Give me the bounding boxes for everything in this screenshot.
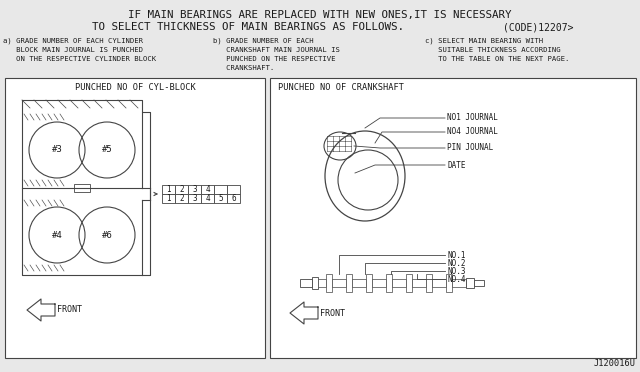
Bar: [201, 194, 214, 203]
Text: NO.3: NO.3: [447, 266, 465, 276]
Text: 2: 2: [179, 194, 184, 203]
Text: 5: 5: [218, 194, 223, 203]
Text: #4: #4: [52, 231, 62, 240]
Bar: [452, 279, 466, 287]
Bar: [392, 279, 406, 287]
Text: #6: #6: [102, 231, 113, 240]
Text: NO.1: NO.1: [447, 250, 465, 260]
Bar: [5, 78, 265, 358]
Bar: [227, 185, 240, 194]
Text: PUNCHED NO OF CYL-BLOCK: PUNCHED NO OF CYL-BLOCK: [75, 83, 195, 92]
Bar: [300, 279, 312, 287]
Bar: [326, 274, 332, 292]
Bar: [214, 194, 227, 203]
Text: (CODE)12207>: (CODE)12207>: [503, 22, 573, 32]
Bar: [162, 185, 175, 194]
Text: 2: 2: [179, 185, 184, 194]
Text: FRONT: FRONT: [57, 305, 82, 314]
Text: IF MAIN BEARINGS ARE REPLACED WITH NEW ONES,IT IS NECESSARY: IF MAIN BEARINGS ARE REPLACED WITH NEW O…: [128, 10, 512, 20]
Text: TO SELECT THICKNESS OF MAIN BEARINGS AS FOLLOWS.: TO SELECT THICKNESS OF MAIN BEARINGS AS …: [92, 22, 404, 32]
Bar: [312, 277, 318, 289]
Text: 4: 4: [205, 194, 210, 203]
Text: #3: #3: [52, 145, 62, 154]
Bar: [366, 274, 372, 292]
Text: 4: 4: [205, 185, 210, 194]
Bar: [426, 274, 432, 292]
Bar: [432, 279, 446, 287]
Bar: [386, 274, 392, 292]
Bar: [162, 194, 175, 203]
Bar: [474, 280, 484, 286]
Text: NO.4: NO.4: [447, 275, 465, 283]
Bar: [372, 279, 386, 287]
Bar: [175, 185, 188, 194]
Text: J120016U: J120016U: [594, 359, 636, 368]
Text: 6: 6: [231, 194, 236, 203]
Bar: [227, 194, 240, 203]
Bar: [175, 194, 188, 203]
Bar: [188, 185, 201, 194]
Text: PUNCHED NO OF CRANKSHAFT: PUNCHED NO OF CRANKSHAFT: [278, 83, 404, 92]
Text: c) SELECT MAIN BEARING WITH
   SUITABLE THICKNESS ACCORDING
   TO THE TABLE ON T: c) SELECT MAIN BEARING WITH SUITABLE THI…: [425, 38, 570, 62]
Text: 1: 1: [166, 185, 171, 194]
Bar: [332, 279, 346, 287]
Bar: [270, 78, 636, 358]
Text: NO.2: NO.2: [447, 259, 465, 267]
Bar: [412, 279, 426, 287]
Text: NO4 JOURNAL: NO4 JOURNAL: [447, 128, 498, 137]
Bar: [74, 184, 90, 192]
Text: 1: 1: [166, 194, 171, 203]
Text: FRONT: FRONT: [320, 308, 345, 317]
Text: NO1 JOURNAL: NO1 JOURNAL: [447, 113, 498, 122]
Text: b) GRADE NUMBER OF EACH
   CRANKSHAFT MAIN JOURNAL IS
   PUNCHED ON THE RESPECTI: b) GRADE NUMBER OF EACH CRANKSHAFT MAIN …: [213, 38, 340, 71]
Bar: [406, 274, 412, 292]
Bar: [201, 185, 214, 194]
Bar: [346, 274, 352, 292]
Bar: [466, 278, 474, 288]
Text: 3: 3: [192, 194, 197, 203]
Bar: [318, 279, 326, 287]
Bar: [352, 279, 366, 287]
Text: PIN JOUNAL: PIN JOUNAL: [447, 144, 493, 153]
Text: #5: #5: [102, 145, 113, 154]
Text: a) GRADE NUMBER OF EACH CYLINDER
   BLOCK MAIN JOURNAL IS PUNCHED
   ON THE RESP: a) GRADE NUMBER OF EACH CYLINDER BLOCK M…: [3, 38, 156, 62]
Text: DATE: DATE: [447, 160, 465, 170]
Bar: [188, 194, 201, 203]
Text: 3: 3: [192, 185, 197, 194]
Bar: [446, 274, 452, 292]
Bar: [214, 185, 227, 194]
